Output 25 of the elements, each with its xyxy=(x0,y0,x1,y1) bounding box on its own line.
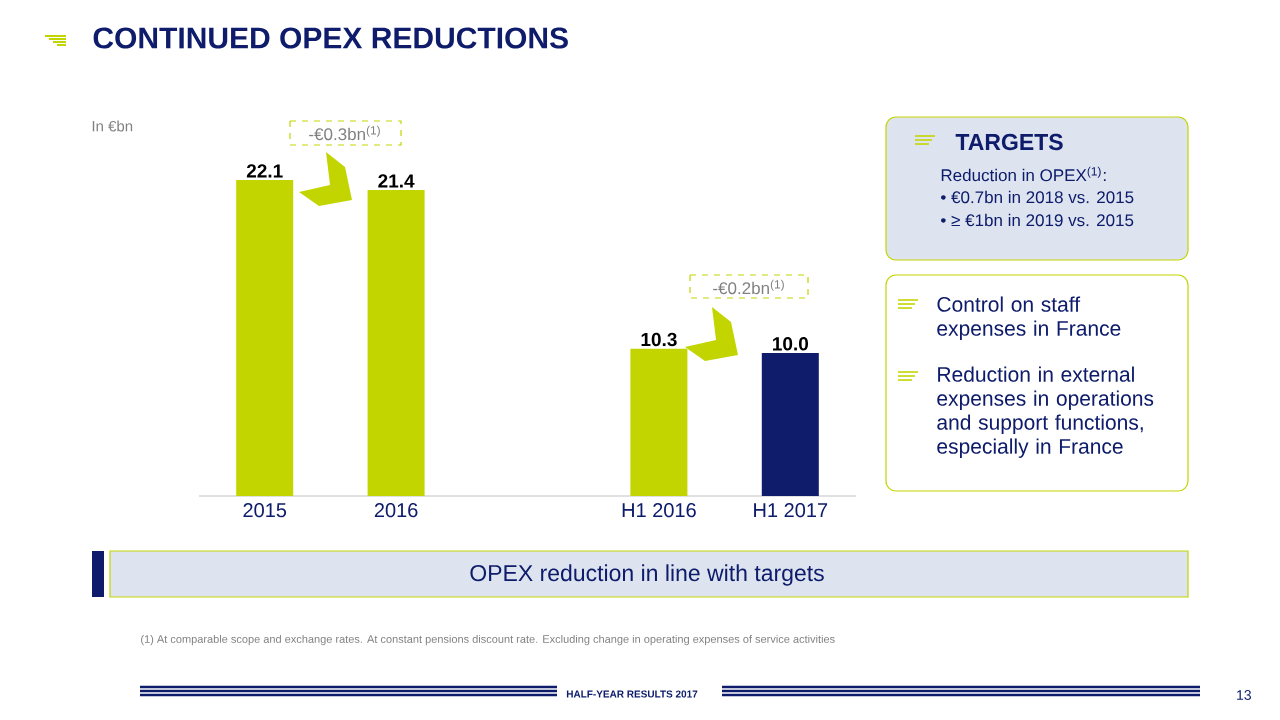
text: 13 xyxy=(1237,690,1251,700)
text: Control on staff expenses in France xyxy=(937,296,1121,340)
bar xyxy=(367,189,425,497)
text: HALF-YEAR RESULTS 2017 xyxy=(566,690,698,698)
data-label: 21.4 xyxy=(378,174,415,188)
text: TARGETS xyxy=(955,133,1063,151)
text: • €0.7bn in 2018 vs. 2015 xyxy=(941,190,1134,204)
bar xyxy=(761,352,819,497)
x-tick-label: H1 2016 xyxy=(622,503,696,518)
text: (1) At comparable scope and exchange rates. At constant pensions discount rate. Excluding change in operating expenses of service activities xyxy=(141,634,835,646)
text: • ≥ €1bn in 2019 vs. 2015 xyxy=(941,213,1134,227)
bar xyxy=(236,179,294,497)
text: In €bn xyxy=(92,120,133,132)
data-label: 10.0 xyxy=(773,337,809,351)
text: OPEX reduction in line with targets xyxy=(470,564,824,586)
text: -€0.3bn$^{(1)}$ xyxy=(309,125,380,141)
text: Reduction in OPEX$^{(1)}$: xyxy=(941,166,1106,182)
chart-title: CONTINUED OPEX REDUCTIONS xyxy=(93,27,568,49)
text: Reduction in external expenses in operations and support functions, especially in France xyxy=(937,366,1154,458)
annotation: -€0.2bn$^{(1)}$ xyxy=(713,279,784,295)
x-tick-label: 2016 xyxy=(374,503,418,518)
x-tick-label: H1 2017 xyxy=(754,503,828,518)
x-tick-label: 2015 xyxy=(243,503,287,518)
data-label: 10.3 xyxy=(641,332,677,347)
data-label: 22.1 xyxy=(246,164,283,178)
